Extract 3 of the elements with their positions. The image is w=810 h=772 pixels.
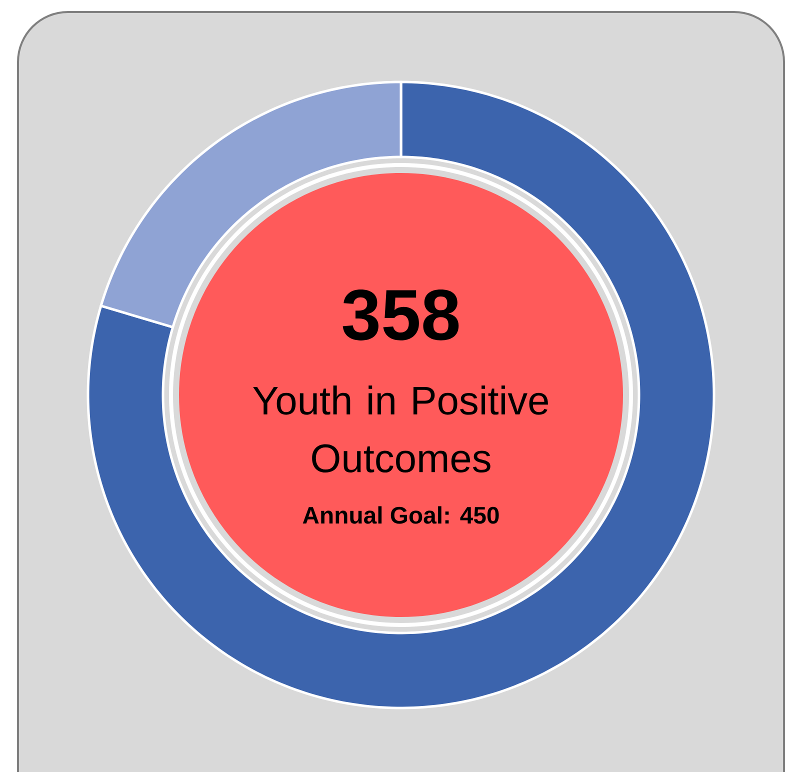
text: 358 — [342, 290, 459, 340]
text: Youth in Positive Outcomes — [253, 385, 548, 473]
text: Annual Goal: 450 — [302, 506, 499, 524]
